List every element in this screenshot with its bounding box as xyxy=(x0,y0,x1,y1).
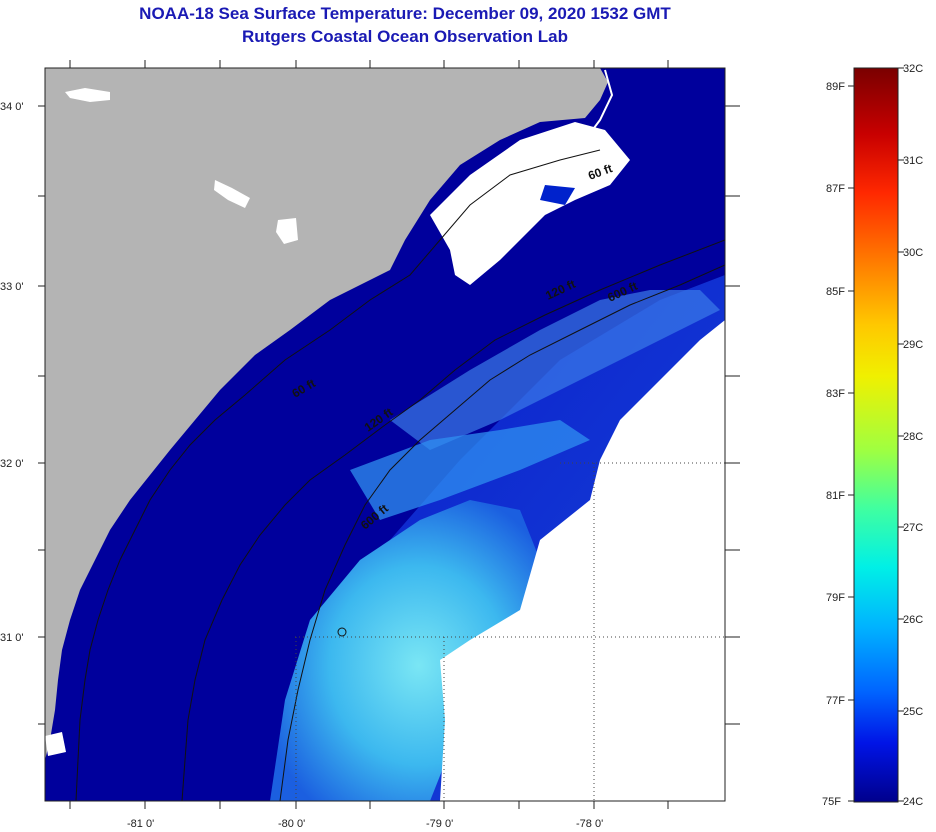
colorbar-c-label: 24C xyxy=(903,796,923,808)
map-frame xyxy=(44,67,726,802)
colorbar-f-label: 89F xyxy=(826,81,845,93)
warm-water-streak xyxy=(350,420,590,520)
colorbar-c-label: 25C xyxy=(903,706,923,718)
colorbar-f-label: 77F xyxy=(826,695,845,707)
colorbar-f-label: 83F xyxy=(826,388,845,400)
colorbar-c-label: 31C xyxy=(903,155,923,167)
colorbar-c-label: 29C xyxy=(903,339,923,351)
lat-label: 33 0' xyxy=(0,281,24,293)
isobath-600ft xyxy=(279,264,725,801)
lat-label: 32 0' xyxy=(0,458,24,470)
map-title: NOAA-18 Sea Surface Temperature: Decembe… xyxy=(139,4,671,23)
colorbar-f-label: 81F xyxy=(826,490,845,502)
isobath-60ft xyxy=(75,149,601,801)
lon-label: -79 0' xyxy=(426,818,453,830)
colorbar-f-label: 85F xyxy=(826,286,845,298)
cloud-patch xyxy=(540,185,575,205)
isobath-120ft xyxy=(181,239,725,801)
land-area xyxy=(45,68,608,760)
colorbar-c-label: 30C xyxy=(903,247,923,259)
map-subtitle: Rutgers Coastal Ocean Observation Lab xyxy=(242,27,568,46)
cloud-cover xyxy=(440,320,725,801)
colorbar-f-label: 79F xyxy=(826,592,845,604)
colorbar-c-label: 27C xyxy=(903,522,923,534)
inland-cloud xyxy=(45,732,66,756)
warm-water-region xyxy=(270,500,540,801)
colorbar-gradient xyxy=(853,67,899,803)
colorbar-c-label: 26C xyxy=(903,614,923,626)
isobath-marker xyxy=(337,627,347,637)
lon-label: -81 0' xyxy=(127,818,154,830)
latitude-axis xyxy=(38,105,740,725)
colorbar-f-label: 75F xyxy=(822,796,841,808)
longitude-axis xyxy=(69,60,669,809)
inland-cloud xyxy=(276,218,298,244)
inland-cloud xyxy=(214,180,250,208)
warm-water-streak xyxy=(390,290,720,450)
colorbar-c-label: 32C xyxy=(903,63,923,75)
colorbar-ticks xyxy=(848,67,904,802)
lon-label: -80 0' xyxy=(278,818,305,830)
coastal-barrier xyxy=(584,69,614,141)
lon-label: -78 0' xyxy=(576,818,603,830)
lat-label: 34 0' xyxy=(0,101,24,113)
lat-label: 31 0' xyxy=(0,632,24,644)
cloud-cover-nearshore xyxy=(430,122,630,285)
colorbar-f-label: 87F xyxy=(826,183,845,195)
colorbar-c-label: 28C xyxy=(903,431,923,443)
inland-cloud xyxy=(65,88,110,102)
